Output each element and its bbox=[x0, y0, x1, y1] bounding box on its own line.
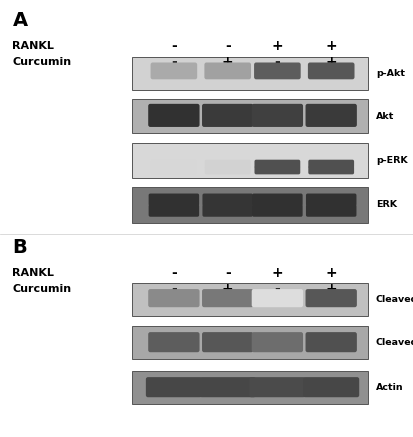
FancyBboxPatch shape bbox=[252, 205, 302, 217]
Text: -: - bbox=[224, 266, 230, 280]
Text: Cleaved-caspase-9: Cleaved-caspase-9 bbox=[375, 295, 413, 304]
Text: Cleaved-caspase-3: Cleaved-caspase-3 bbox=[375, 338, 413, 347]
Text: Actin: Actin bbox=[375, 383, 403, 392]
FancyBboxPatch shape bbox=[251, 332, 302, 352]
FancyBboxPatch shape bbox=[148, 205, 199, 217]
Text: Curcumin: Curcumin bbox=[12, 284, 71, 294]
FancyBboxPatch shape bbox=[305, 194, 356, 206]
FancyBboxPatch shape bbox=[305, 205, 356, 217]
Text: +: + bbox=[271, 39, 282, 53]
Text: +: + bbox=[271, 266, 282, 280]
Text: Akt: Akt bbox=[375, 112, 393, 121]
FancyBboxPatch shape bbox=[305, 332, 356, 352]
Text: Curcumin: Curcumin bbox=[12, 57, 71, 67]
FancyBboxPatch shape bbox=[202, 194, 252, 206]
Bar bbox=[132, 99, 368, 133]
Text: -: - bbox=[274, 55, 280, 69]
FancyBboxPatch shape bbox=[148, 289, 199, 307]
FancyBboxPatch shape bbox=[199, 377, 255, 397]
Bar bbox=[132, 371, 368, 404]
FancyBboxPatch shape bbox=[305, 289, 356, 307]
FancyBboxPatch shape bbox=[308, 166, 353, 174]
FancyBboxPatch shape bbox=[204, 166, 250, 174]
FancyBboxPatch shape bbox=[202, 104, 253, 127]
FancyBboxPatch shape bbox=[148, 332, 199, 352]
FancyBboxPatch shape bbox=[305, 104, 356, 127]
Text: -: - bbox=[171, 266, 176, 280]
Text: +: + bbox=[325, 55, 336, 69]
Text: -: - bbox=[171, 39, 176, 53]
FancyBboxPatch shape bbox=[202, 332, 253, 352]
FancyBboxPatch shape bbox=[302, 377, 358, 397]
Text: B: B bbox=[12, 238, 27, 257]
FancyBboxPatch shape bbox=[252, 194, 302, 206]
Text: +: + bbox=[221, 55, 233, 69]
FancyBboxPatch shape bbox=[254, 166, 299, 174]
FancyBboxPatch shape bbox=[204, 160, 250, 168]
FancyBboxPatch shape bbox=[307, 62, 354, 80]
Text: RANKL: RANKL bbox=[12, 41, 54, 51]
FancyBboxPatch shape bbox=[151, 166, 196, 174]
Text: p-Akt: p-Akt bbox=[375, 69, 404, 78]
FancyBboxPatch shape bbox=[204, 62, 250, 80]
Bar bbox=[132, 187, 368, 223]
Text: -: - bbox=[171, 282, 176, 296]
FancyBboxPatch shape bbox=[251, 104, 302, 127]
Bar bbox=[132, 326, 368, 359]
FancyBboxPatch shape bbox=[145, 377, 202, 397]
FancyBboxPatch shape bbox=[254, 160, 299, 168]
Text: +: + bbox=[325, 266, 336, 280]
FancyBboxPatch shape bbox=[251, 289, 302, 307]
Text: ERK: ERK bbox=[375, 201, 396, 209]
Text: -: - bbox=[274, 282, 280, 296]
FancyBboxPatch shape bbox=[202, 289, 253, 307]
Bar bbox=[132, 143, 368, 178]
FancyBboxPatch shape bbox=[151, 160, 196, 168]
FancyBboxPatch shape bbox=[249, 377, 305, 397]
FancyBboxPatch shape bbox=[148, 194, 199, 206]
Text: RANKL: RANKL bbox=[12, 268, 54, 278]
FancyBboxPatch shape bbox=[254, 62, 300, 80]
Text: A: A bbox=[12, 11, 28, 30]
Bar bbox=[132, 283, 368, 316]
Text: +: + bbox=[325, 282, 336, 296]
Text: p-ERK: p-ERK bbox=[375, 156, 406, 165]
Bar bbox=[132, 57, 368, 90]
Text: +: + bbox=[325, 39, 336, 53]
Text: +: + bbox=[221, 282, 233, 296]
Text: -: - bbox=[224, 39, 230, 53]
FancyBboxPatch shape bbox=[148, 104, 199, 127]
FancyBboxPatch shape bbox=[308, 160, 353, 168]
FancyBboxPatch shape bbox=[150, 62, 197, 80]
FancyBboxPatch shape bbox=[202, 205, 252, 217]
Text: -: - bbox=[171, 55, 176, 69]
